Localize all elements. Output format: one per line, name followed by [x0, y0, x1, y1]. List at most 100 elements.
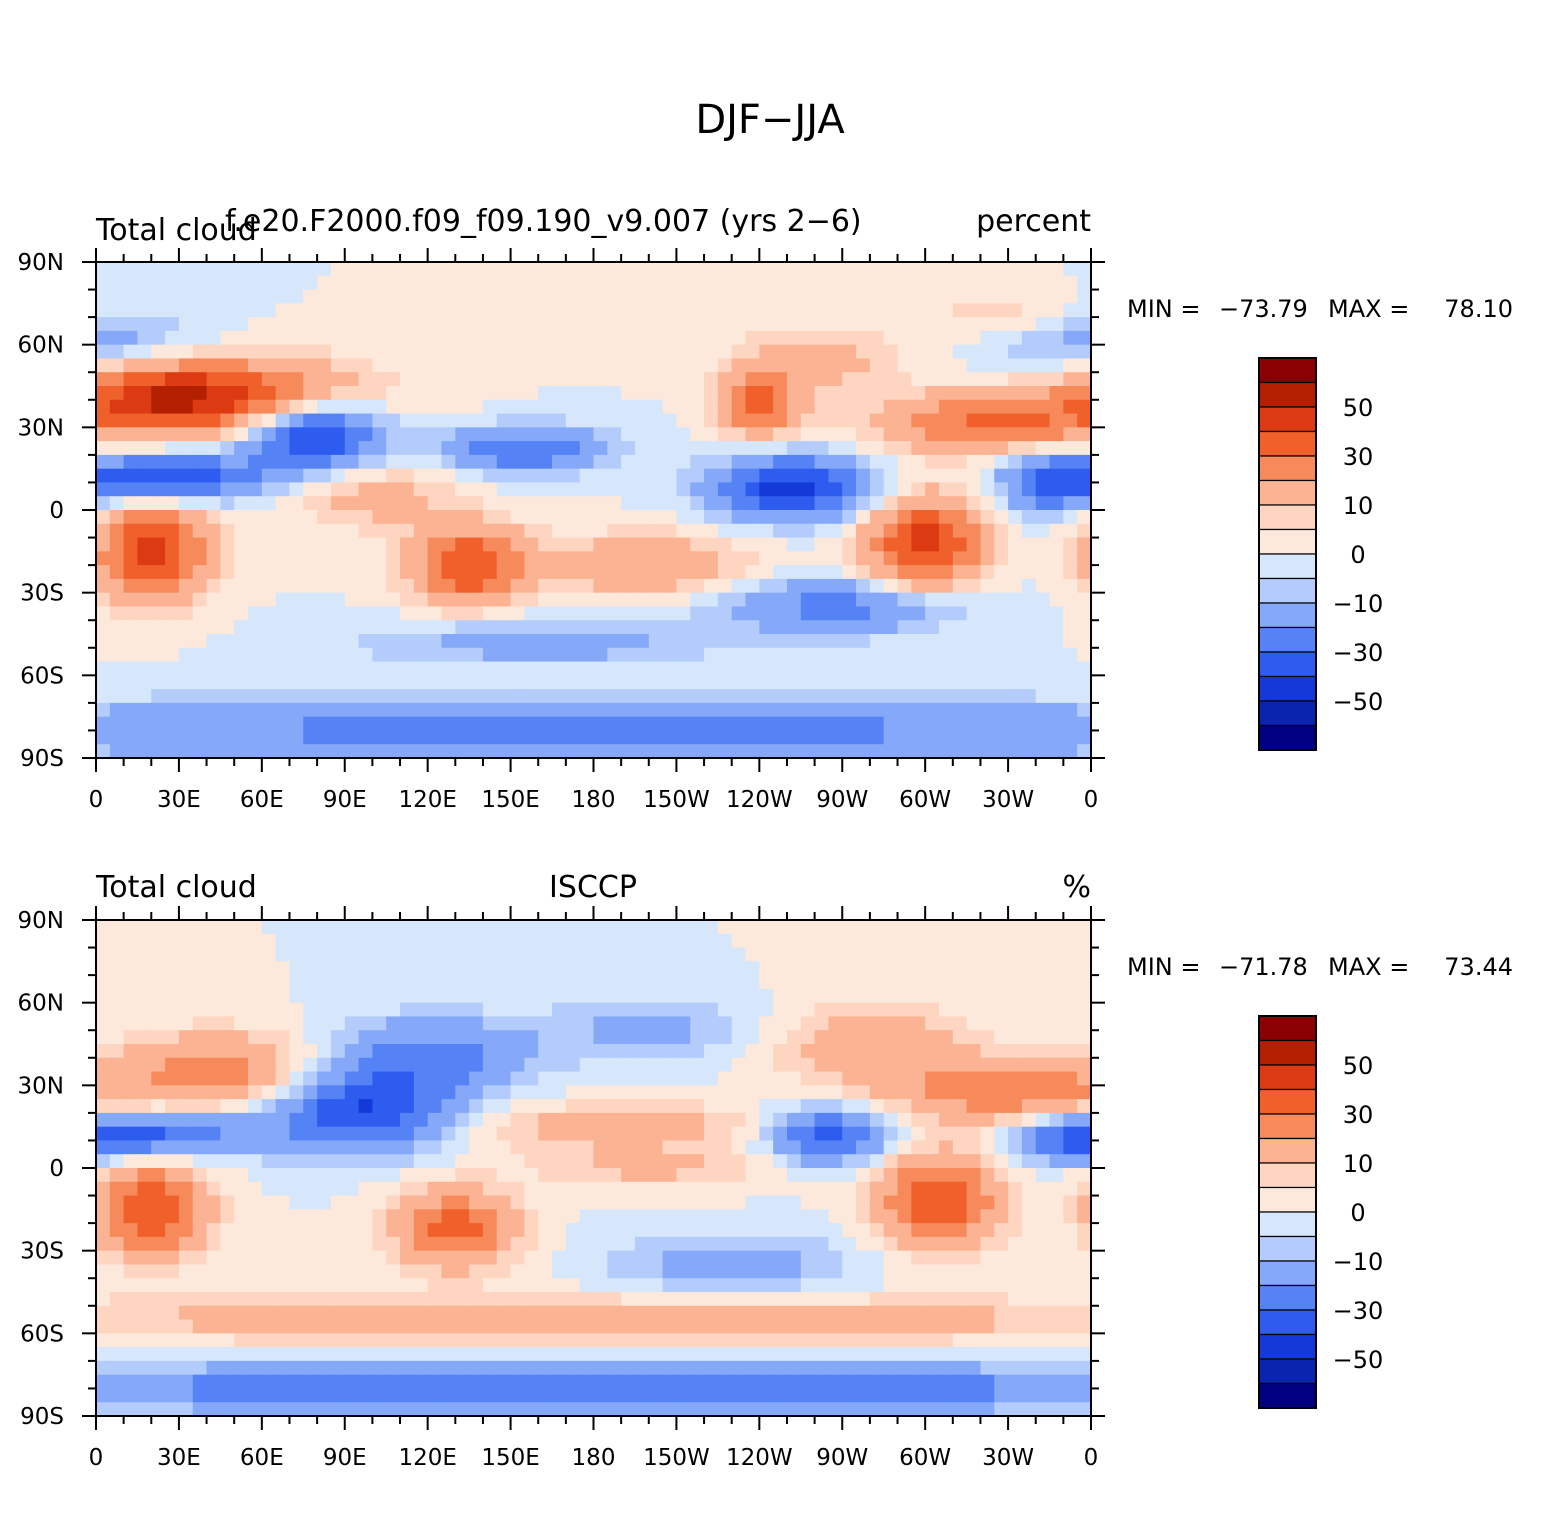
field-cell [869, 399, 885, 415]
field-cell [994, 1223, 1009, 1238]
field-cell [123, 1057, 139, 1073]
field-cell [1063, 262, 1078, 277]
field-cell [897, 1030, 912, 1045]
field-cell [1021, 496, 1037, 511]
field-cell [925, 413, 940, 428]
field-cell [358, 975, 373, 990]
field-cell [1077, 482, 1092, 497]
field-cell [593, 537, 608, 552]
field-cell [786, 675, 802, 690]
field-cell [745, 1292, 760, 1307]
field-cell [178, 1126, 194, 1142]
field-cell [1035, 1236, 1051, 1252]
field-cell [261, 1264, 277, 1279]
field-cell [897, 1181, 912, 1197]
field-cell [966, 551, 982, 566]
field-cell [1077, 399, 1092, 415]
field-cell [275, 275, 291, 291]
field-cell [579, 920, 595, 935]
field-cell [1008, 372, 1023, 387]
field-cell [759, 1140, 774, 1155]
colorbar-swatch [1258, 724, 1317, 751]
field-cell [1021, 947, 1037, 962]
field-cell [1049, 399, 1064, 415]
field-cell [593, 1140, 608, 1155]
field-cell [925, 634, 940, 649]
field-cell [579, 1236, 595, 1252]
field-cell [634, 317, 650, 332]
field-cell [676, 620, 691, 635]
field-cell [759, 1181, 774, 1197]
field-cell [579, 386, 595, 401]
field-cell [994, 1140, 1009, 1155]
field-cell [648, 1099, 664, 1114]
field-cell [248, 317, 263, 332]
field-cell [565, 675, 581, 690]
field-cell [911, 661, 926, 676]
field-cell [372, 1333, 387, 1348]
field-cell [234, 1278, 249, 1293]
field-cell [344, 275, 360, 291]
field-cell [165, 551, 180, 566]
field-cell [634, 988, 650, 1004]
field-cell [648, 1250, 664, 1266]
field-cell [206, 661, 221, 676]
field-cell [386, 275, 401, 291]
field-cell [842, 1305, 857, 1321]
field-cell [344, 510, 360, 525]
field-cell [648, 510, 664, 525]
field-cell [952, 1168, 968, 1183]
field-cell [925, 1044, 940, 1059]
field-cell [662, 275, 678, 291]
field-cell [289, 1030, 304, 1045]
field-cell [234, 523, 249, 539]
field-cell [980, 1154, 995, 1169]
field-cell [552, 647, 567, 663]
field-cell [565, 1099, 581, 1114]
field-cell [676, 358, 691, 373]
field-cell [662, 358, 678, 373]
field-cell [704, 1044, 719, 1059]
field-cell [856, 523, 871, 539]
field-cell [621, 1209, 636, 1224]
field-cell [275, 289, 291, 304]
field-cell [1008, 1030, 1023, 1045]
field-cell [980, 961, 995, 976]
field-cell [234, 675, 249, 690]
field-cell [1035, 262, 1051, 277]
field-cell [731, 317, 747, 332]
field-cell [524, 344, 539, 360]
field-cell [192, 441, 208, 456]
field-cell [358, 537, 373, 552]
field-cell [303, 634, 318, 649]
field-cell [773, 537, 788, 552]
field-cell [358, 551, 373, 566]
field-cell [427, 344, 443, 360]
field-cell [994, 620, 1009, 635]
field-cell [593, 427, 608, 442]
field-cell [372, 372, 387, 387]
field-cell [1035, 1044, 1051, 1059]
field-cell [455, 744, 470, 759]
field-cell [717, 441, 733, 456]
field-cell [220, 975, 235, 990]
field-cell [1035, 537, 1051, 552]
field-cell [192, 1099, 208, 1114]
field-cell [1035, 1112, 1051, 1128]
field-cell [496, 1168, 512, 1183]
field-cell [261, 578, 277, 594]
field-cell [1021, 1333, 1037, 1348]
field-cell [358, 413, 373, 428]
field-cell [938, 1002, 954, 1018]
field-cell [524, 634, 539, 649]
field-cell [648, 1085, 664, 1100]
field-cell [220, 634, 235, 649]
field-cell [330, 1305, 346, 1321]
field-cell [96, 947, 111, 962]
field-cell [828, 661, 843, 676]
field-cell [690, 988, 705, 1004]
field-cell [842, 1002, 857, 1018]
field-cell [676, 1223, 691, 1238]
field-cell [814, 1030, 830, 1045]
field-cell [731, 716, 747, 732]
